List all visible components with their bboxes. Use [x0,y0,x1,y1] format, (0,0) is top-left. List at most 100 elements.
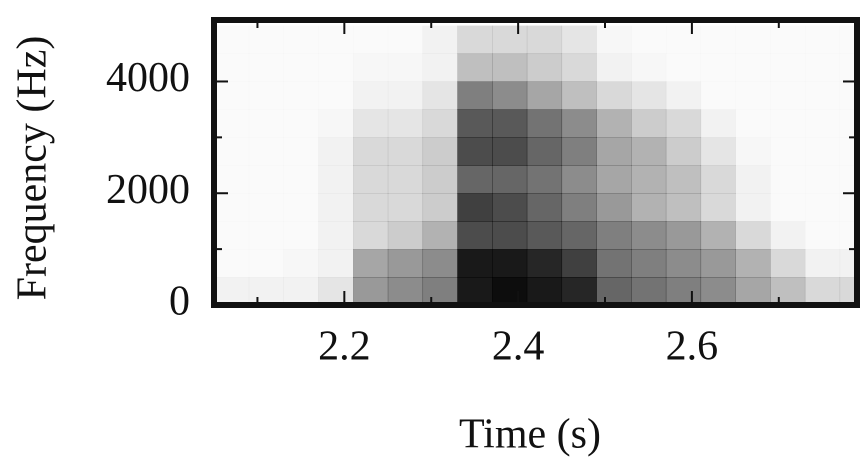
spectrogram-cell [805,81,840,109]
spectrogram-cell [422,25,458,55]
spectrogram-cell [596,165,632,194]
spectrogram-cell [665,193,702,222]
spectrogram-cell [214,249,249,277]
spectrogram-cell [526,165,563,194]
spectrogram-cell [422,277,458,305]
spectrogram-cell [665,165,702,194]
spectrogram-cell [631,165,667,194]
spectrogram-cell [735,249,771,278]
spectrogram-cell [701,26,736,54]
spectrogram-cell [214,165,249,193]
spectrogram-cell [214,81,249,109]
plot-frame [211,17,860,308]
spectrogram-cell [596,26,631,54]
spectrogram-cell [666,54,701,82]
spectrogram-cell [457,109,493,138]
spectrogram-cell [249,81,284,109]
spectrogram-cell [353,26,388,54]
spectrogram-cell [700,137,736,166]
spectrogram-cell [387,249,424,278]
spectrogram-cell [422,249,458,278]
spectrogram-cell [735,81,770,109]
spectrogram-cell [457,165,493,194]
spectrogram-cell [665,137,702,166]
spectrogram-cell [249,26,284,54]
x-tick-label: 2.2 [318,324,371,370]
spectrogram-cell [249,165,284,193]
spectrogram-cell [526,25,563,55]
spectrogram-cell [839,249,857,278]
spectrogram-cell [561,109,597,138]
spectrogram-cell [596,53,632,82]
spectrogram-cell [422,137,458,166]
spectrogram-cell [700,193,736,222]
spectrogram-cell [770,221,806,250]
spectrogram-cell [770,81,805,109]
spectrogram-cell [214,277,250,305]
spectrogram-cell [318,137,354,166]
spectrogram-cell [318,193,354,222]
spectrogram-cell [318,54,353,82]
spectrogram-cell [422,81,458,110]
spectrogram-cell [249,109,284,137]
spectrogram-cell [387,137,424,166]
spectrogram-cell [318,109,353,137]
spectrogram-cell [492,53,528,82]
spectrogram-cell [387,193,424,222]
spectrogram-cell [387,165,424,194]
spectrogram-cell [526,277,563,305]
spectrogram-cell [631,249,667,278]
spectrogram-cell [665,249,702,278]
spectrogram-cell [805,109,840,137]
spectrogram-cell [561,249,597,278]
spectrogram-cell [318,26,353,54]
spectrogram-cell [596,109,632,138]
spectrogram-cell [387,81,424,110]
spectrogram-cell [805,54,840,82]
spectrogram-cell [388,26,423,54]
spectrogram-cell [214,193,249,221]
spectrogram-cell [457,53,493,82]
spectrogram-cell [700,165,736,194]
spectrogram-cell [631,109,667,138]
spectrogram-cell [457,81,493,110]
spectrogram-cell [214,221,249,249]
spectrogram [214,25,857,305]
spectrogram-cell [526,137,563,166]
spectrogram-cell [700,277,736,305]
y-tick-label: 0 [169,279,190,325]
spectrogram-cell [701,54,736,82]
spectrogram-cell [318,277,354,305]
y-axis-label: Frequency (Hz) [10,36,56,301]
spectrogram-cell [249,193,284,221]
spectrogram-cell [735,165,771,194]
spectrogram-cell [353,54,388,82]
spectrogram-cell [284,54,319,82]
spectrogram-cell [388,54,423,82]
spectrogram-cell [804,277,841,305]
spectrogram-cell [457,193,493,222]
spectrogram-cell [214,137,249,165]
spectrogram-cell [318,249,354,278]
spectrogram-cell [422,221,458,250]
spectrogram-cell [284,165,319,193]
spectrogram-cell [214,54,249,82]
spectrogram-cell [561,53,597,82]
spectrogram-cell [596,193,632,222]
spectrogram-cell [596,277,632,305]
spectrogram-cell [631,277,667,305]
spectrogram-cell [596,81,632,110]
spectrogram-cell [284,26,319,54]
spectrogram-cell [353,137,389,166]
spectrogram-cell [214,109,249,137]
spectrogram-cell [492,221,528,250]
spectrogram-cell [596,249,632,278]
spectrogram-cell [526,221,563,250]
spectrogram-cell [422,193,458,222]
spectrogram-cell [457,249,493,278]
spectrogram-cell [631,26,666,54]
spectrogram-cell [665,221,702,250]
spectrogram-cell [701,81,736,109]
spectrogram-cell [631,81,667,110]
spectrogram-cell [735,26,770,54]
